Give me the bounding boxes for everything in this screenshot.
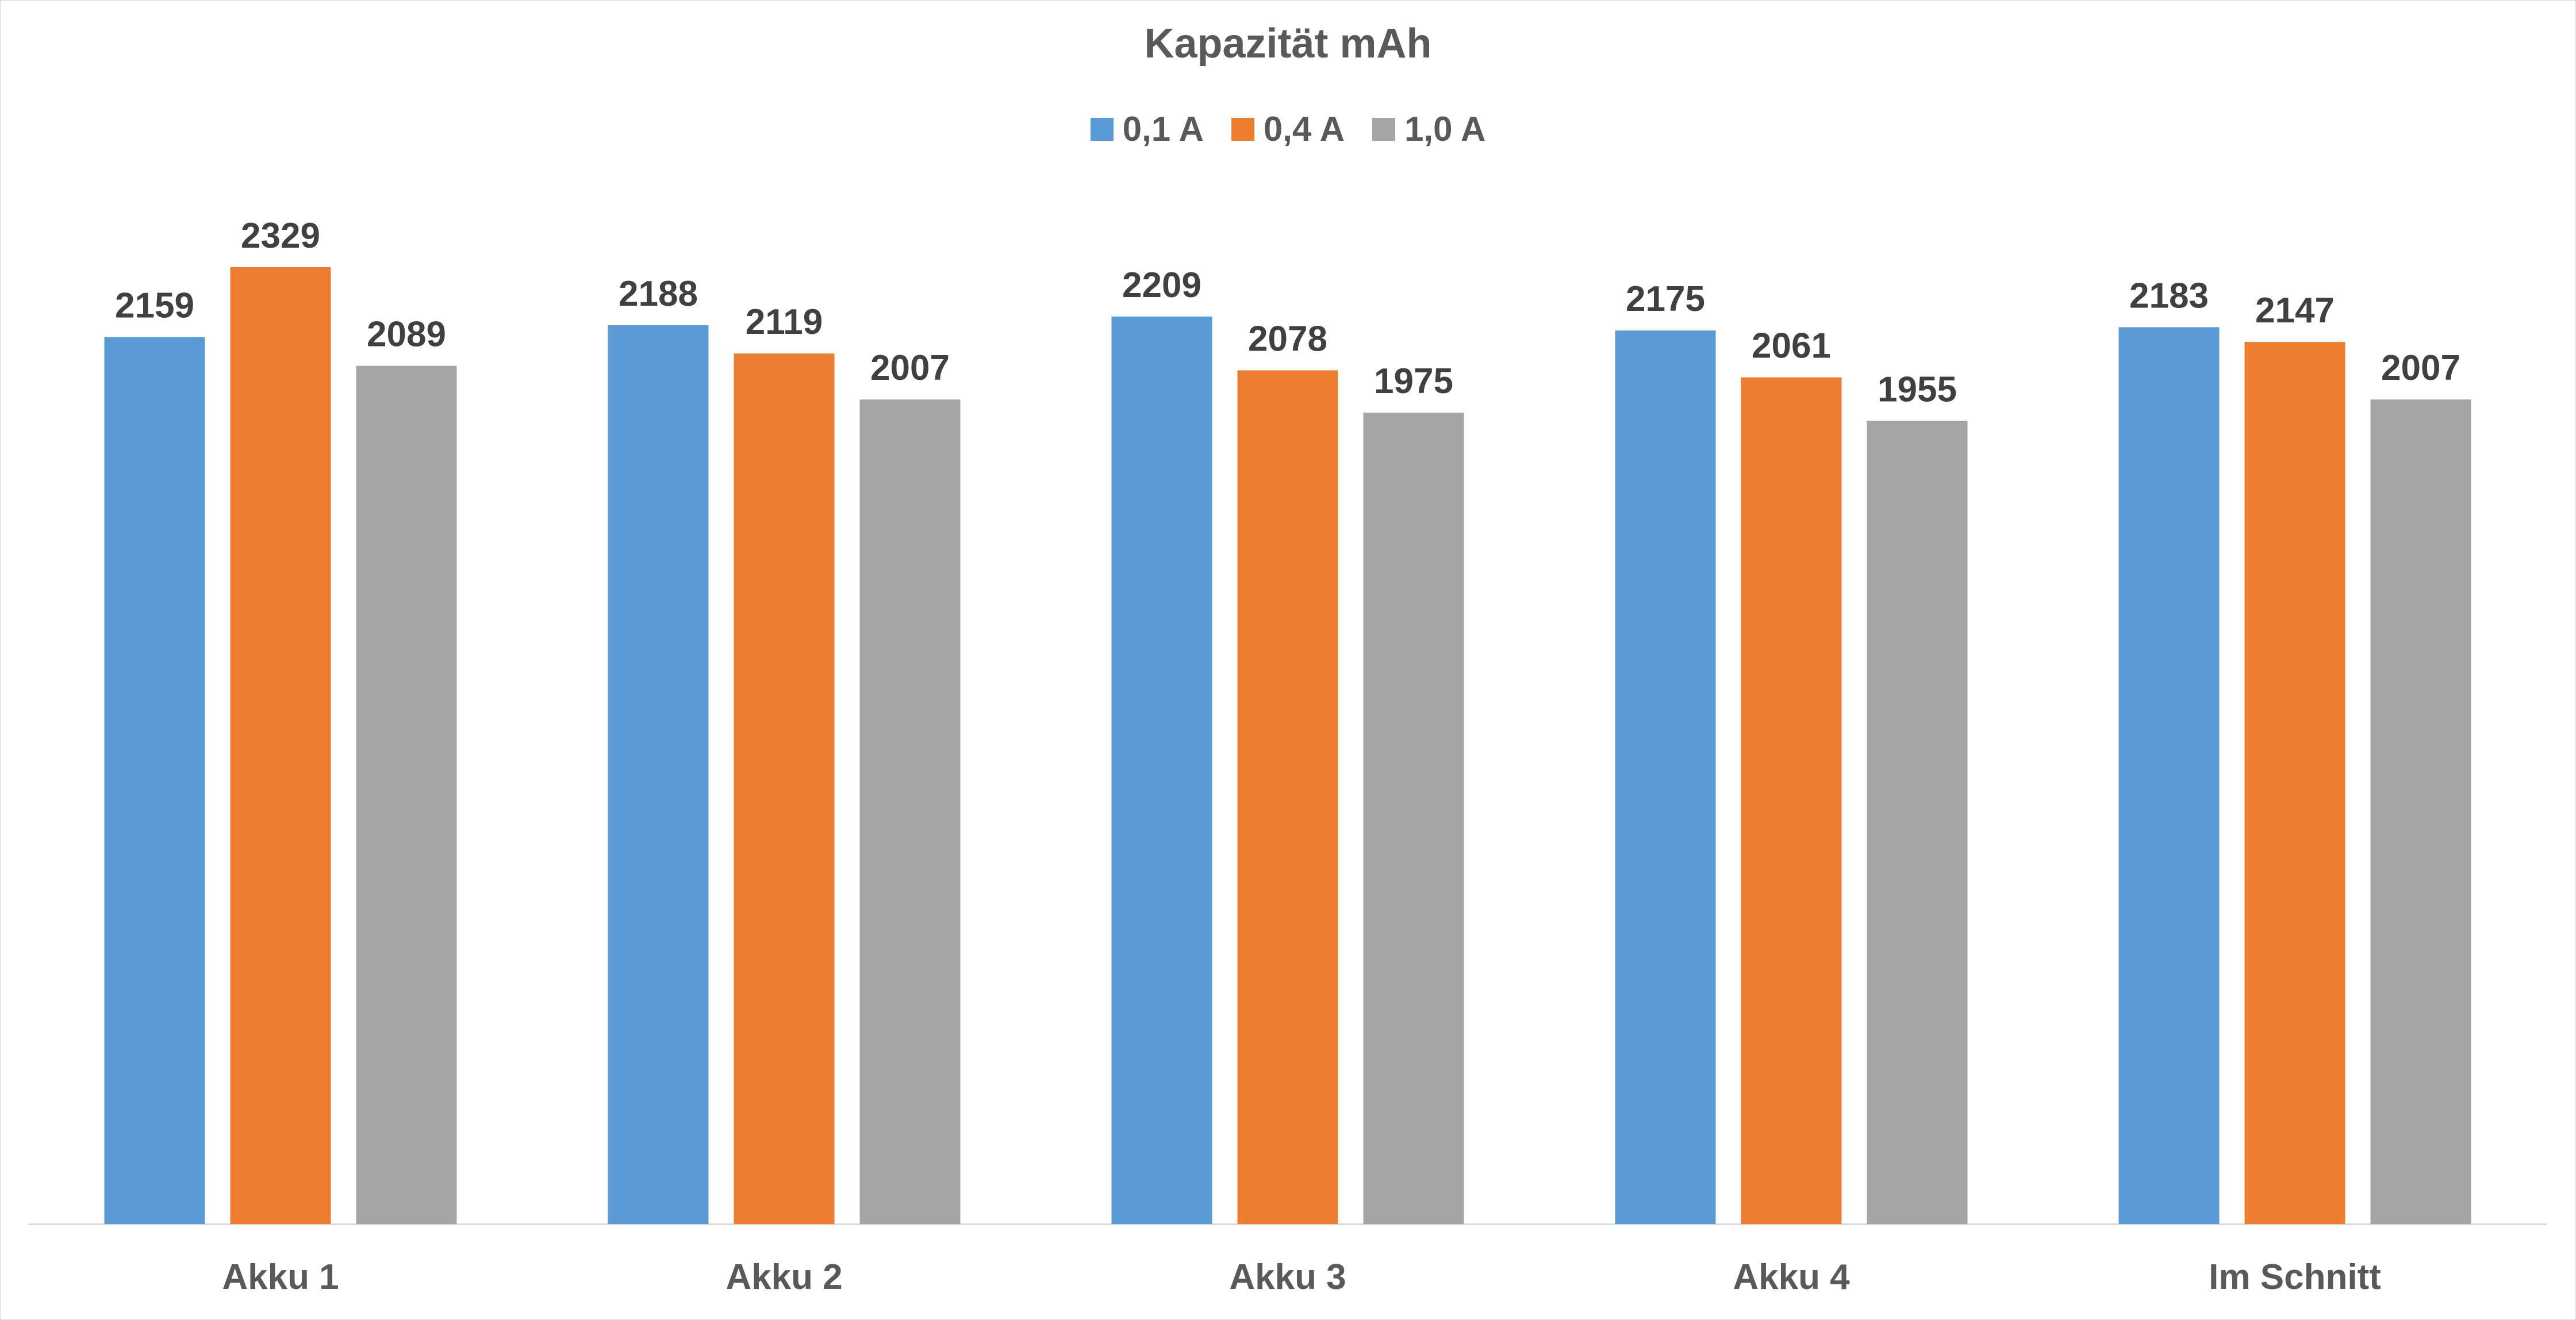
bar-3-series-2 [1237,370,1338,1224]
legend-item-series-3: 1,0 A [1372,112,1485,147]
bar-4-series-3 [1867,421,1968,1224]
data-label-1-series-3: 2089 [367,315,446,355]
bar-2-series-1 [608,325,709,1224]
data-label-2-series-2: 2119 [746,302,823,342]
category-label-4: Akku 4 [1733,1257,1850,1297]
data-label-1-series-2: 2329 [241,216,320,256]
bar-5-series-2 [2244,342,2345,1225]
bar-4-series-1 [1615,330,1716,1224]
bar-2-series-2 [734,353,835,1224]
bar-5-series-3 [2370,399,2471,1224]
category-label-5: Im Schnitt [2209,1257,2381,1297]
category-label-1: Akku 1 [222,1257,339,1297]
data-label-5-series-3: 2007 [2381,348,2460,388]
category-label-3: Akku 3 [1229,1257,1346,1297]
legend-label-series-1: 0,1 A [1122,110,1204,148]
data-label-4-series-3: 1955 [1878,370,1957,409]
legend-swatch-series-3 [1372,118,1396,141]
legend-label-series-2: 0,4 A [1263,110,1345,148]
legend-item-series-2: 0,4 A [1231,112,1345,147]
data-label-5-series-2: 2147 [2255,291,2335,330]
bar-3-series-1 [1111,316,1212,1225]
bar-1-series-1 [104,337,205,1224]
data-label-2-series-3: 2007 [870,348,950,388]
bar-1-series-2 [230,267,331,1224]
bar-3-series-3 [1363,413,1464,1225]
bar-1-series-3 [356,365,457,1224]
bar-4-series-2 [1741,377,1842,1224]
data-label-3-series-2: 2078 [1248,319,1327,359]
legend-swatch-series-2 [1231,118,1254,141]
data-label-1-series-1: 2159 [115,286,194,326]
bar-2-series-3 [859,399,961,1224]
data-label-2-series-1: 2188 [619,274,698,314]
chart-title: Kapazität mAh [1144,21,1432,67]
category-label-2: Akku 2 [725,1257,842,1297]
data-label-3-series-1: 2209 [1122,265,1201,305]
legend-label-series-3: 1,0 A [1404,110,1486,148]
legend-swatch-series-1 [1090,118,1114,141]
data-label-4-series-2: 2061 [1752,326,1831,366]
bar-5-series-1 [2118,327,2220,1224]
legend: 0,1 A 0,4 A 1,0 A [0,112,2576,147]
data-label-5-series-1: 2183 [2129,276,2209,315]
data-label-4-series-1: 2175 [1626,279,1705,319]
legend-item-series-1: 0,1 A [1090,110,1204,148]
data-label-3-series-3: 1975 [1374,361,1453,401]
